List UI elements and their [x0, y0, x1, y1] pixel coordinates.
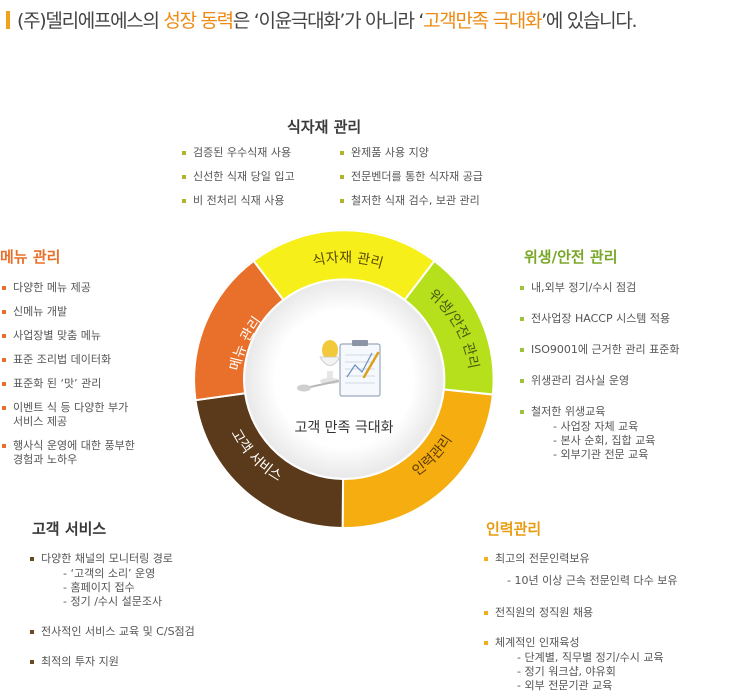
list-item-label: 체계적인 인재육성: [495, 636, 580, 649]
list-item: 사업장별 맞춤 메뉴: [0, 329, 180, 343]
clipboard-egg-icon: [297, 340, 381, 397]
sub-item: - 10년 이상 근속 전문인력 다수 보유: [507, 574, 678, 587]
list-item: ISO9001에 근거한 관리 표준화: [518, 343, 730, 357]
management-ring-diagram: 식자재 관리 위생/안전 관리 인력관리 고객 서비스 메뉴 관리 고객 만족 …: [193, 229, 495, 529]
hygiene-section-title: 위생/안전 관리: [524, 248, 618, 266]
list-item-line: 행사식 운영에 대한 풍부한: [13, 439, 135, 452]
list-item: 철저한 식재 검수, 보관 관리: [338, 194, 483, 208]
list-item: 내,외부 정기/수시 점검: [518, 281, 730, 295]
list-item-label: 최고의 전문인력보유: [495, 552, 590, 565]
list-item: 신메뉴 개발: [0, 305, 180, 319]
sub-item: - 홈페이지 접수: [63, 581, 135, 594]
sub-item: - 사업장 자체 교육: [553, 420, 639, 433]
food-list-left: 검증된 우수식재 사용 신선한 식재 당일 입고 비 전처리 식재 사용: [180, 146, 295, 208]
sub-item: - ‘고객의 소리’ 운영: [63, 567, 156, 580]
sub-item: - 정기 /수시 설문조사: [63, 595, 163, 608]
list-item: 체계적인 인재육성 - 단계별, 직무별 정기/수시 교육 - 정기 워크샵, …: [482, 636, 730, 693]
segment-label-food: 식자재 관리: [311, 250, 385, 272]
center-label: 고객 만족 극대화: [294, 420, 393, 436]
hr-list: 최고의 전문인력보유 - 10년 이상 근속 전문인력 다수 보유 전직원의 정…: [482, 552, 730, 693]
list-item: 비 전처리 식재 사용: [180, 194, 295, 208]
headline-suffix: ’에 있습니다.: [541, 10, 637, 32]
service-section-title: 고객 서비스: [32, 520, 107, 538]
food-section-title: 식자재 관리: [287, 118, 362, 136]
hygiene-list: 내,외부 정기/수시 점검 전사업장 HACCP 시스템 적용 ISO9001에…: [518, 281, 730, 462]
hr-section-title: 인력관리: [486, 520, 542, 538]
list-item-label: 철저한 위생교육: [531, 405, 606, 418]
list-item: 표준 조리법 데이터화: [0, 353, 180, 367]
list-item: 다양한 메뉴 제공: [0, 281, 180, 295]
headline-accent-bar: [6, 11, 10, 29]
hr-section: 인력관리 최고의 전문인력보유 - 10년 이상 근속 전문인력 다수 보유 전…: [482, 518, 730, 693]
headline-highlight-growth: 성장 동력: [163, 10, 234, 32]
hygiene-section: 위생/안전 관리 내,외부 정기/수시 점검 전사업장 HACCP 시스템 적용…: [508, 246, 730, 462]
service-sub-list: - ‘고객의 소리’ 운영 - 홈페이지 접수 - 정기 /수시 설문조사: [41, 567, 268, 609]
hr-sub-list: - 단계별, 직무별 정기/수시 교육 - 정기 워크샵, 야유회 - 외부 전…: [495, 651, 730, 693]
list-item: 완제품 사용 지양: [338, 146, 483, 160]
hygiene-sub-list: - 사업장 자체 교육 - 본사 순회, 집합 교육 - 외부기관 전문 교육: [531, 420, 730, 462]
sub-item: - 외부 전문기관 교육: [517, 679, 613, 692]
list-item-line: 경험과 노하우: [13, 453, 78, 466]
food-list-right: 완제품 사용 지양 전문벤더를 통한 식자재 공급 철저한 식재 검수, 보관 …: [338, 146, 483, 208]
menu-section: 메뉴 관리 다양한 메뉴 제공 신메뉴 개발 사업장별 맞춤 메뉴 표준 조리법…: [0, 246, 180, 467]
menu-list: 다양한 메뉴 제공 신메뉴 개발 사업장별 맞춤 메뉴 표준 조리법 데이터화 …: [0, 281, 180, 467]
headline-mid: 은 ‘이윤극대화’가 아니라 ‘: [232, 10, 425, 32]
list-item: 표준화 된 ‘맛’ 관리: [0, 377, 180, 391]
menu-section-title: 메뉴 관리: [0, 248, 61, 266]
segment-menu: [193, 259, 285, 402]
list-item: 행사식 운영에 대한 풍부한 경험과 노하우: [0, 439, 180, 467]
list-item: 전문벤더를 통한 식자재 공급: [338, 170, 483, 184]
sub-item: - 외부기관 전문 교육: [553, 448, 649, 461]
list-item-line: 서비스 제공: [13, 415, 68, 428]
list-item-line: 이벤트 식 등 다양한 부가: [13, 401, 129, 414]
list-item: 전직원의 정직원 채용: [482, 606, 730, 620]
sub-item: - 단계별, 직무별 정기/수시 교육: [517, 651, 664, 664]
headline-prefix: (주)델리에프에스의: [17, 10, 164, 32]
list-item: 최적의 투자 지원: [28, 655, 268, 669]
sub-item: - 정기 워크샵, 야유회: [517, 665, 616, 678]
service-section: 고객 서비스 다양한 채널의 모니터링 경로 - ‘고객의 소리’ 운영 - 홈…: [28, 518, 268, 669]
list-item: 다양한 채널의 모니터링 경로 - ‘고객의 소리’ 운영 - 홈페이지 접수 …: [28, 552, 268, 609]
list-item: 전사업장 HACCP 시스템 적용: [518, 312, 730, 326]
sub-item: - 본사 순회, 집합 교육: [553, 434, 656, 447]
service-list: 다양한 채널의 모니터링 경로 - ‘고객의 소리’ 운영 - 홈페이지 접수 …: [28, 552, 268, 669]
list-item-label: 다양한 채널의 모니터링 경로: [41, 552, 173, 565]
list-item: 이벤트 식 등 다양한 부가 서비스 제공: [0, 401, 180, 429]
list-item: 최고의 전문인력보유 - 10년 이상 근속 전문인력 다수 보유: [482, 552, 730, 588]
list-item: 철저한 위생교육 - 사업장 자체 교육 - 본사 순회, 집합 교육 - 외부…: [518, 405, 730, 462]
list-item: 전사적인 서비스 교육 및 C/S점검: [28, 625, 268, 639]
page-headline: (주)델리에프에스의 성장 동력은 ‘이윤극대화’가 아니라 ‘고객만족 극대화…: [6, 6, 728, 34]
list-item: 검증된 우수식재 사용: [180, 146, 295, 160]
headline-highlight-satisfaction: 고객만족 극대화: [423, 10, 542, 32]
list-item: 신선한 식재 당일 입고: [180, 170, 295, 184]
list-item: 위생관리 검사실 운영: [518, 374, 730, 388]
